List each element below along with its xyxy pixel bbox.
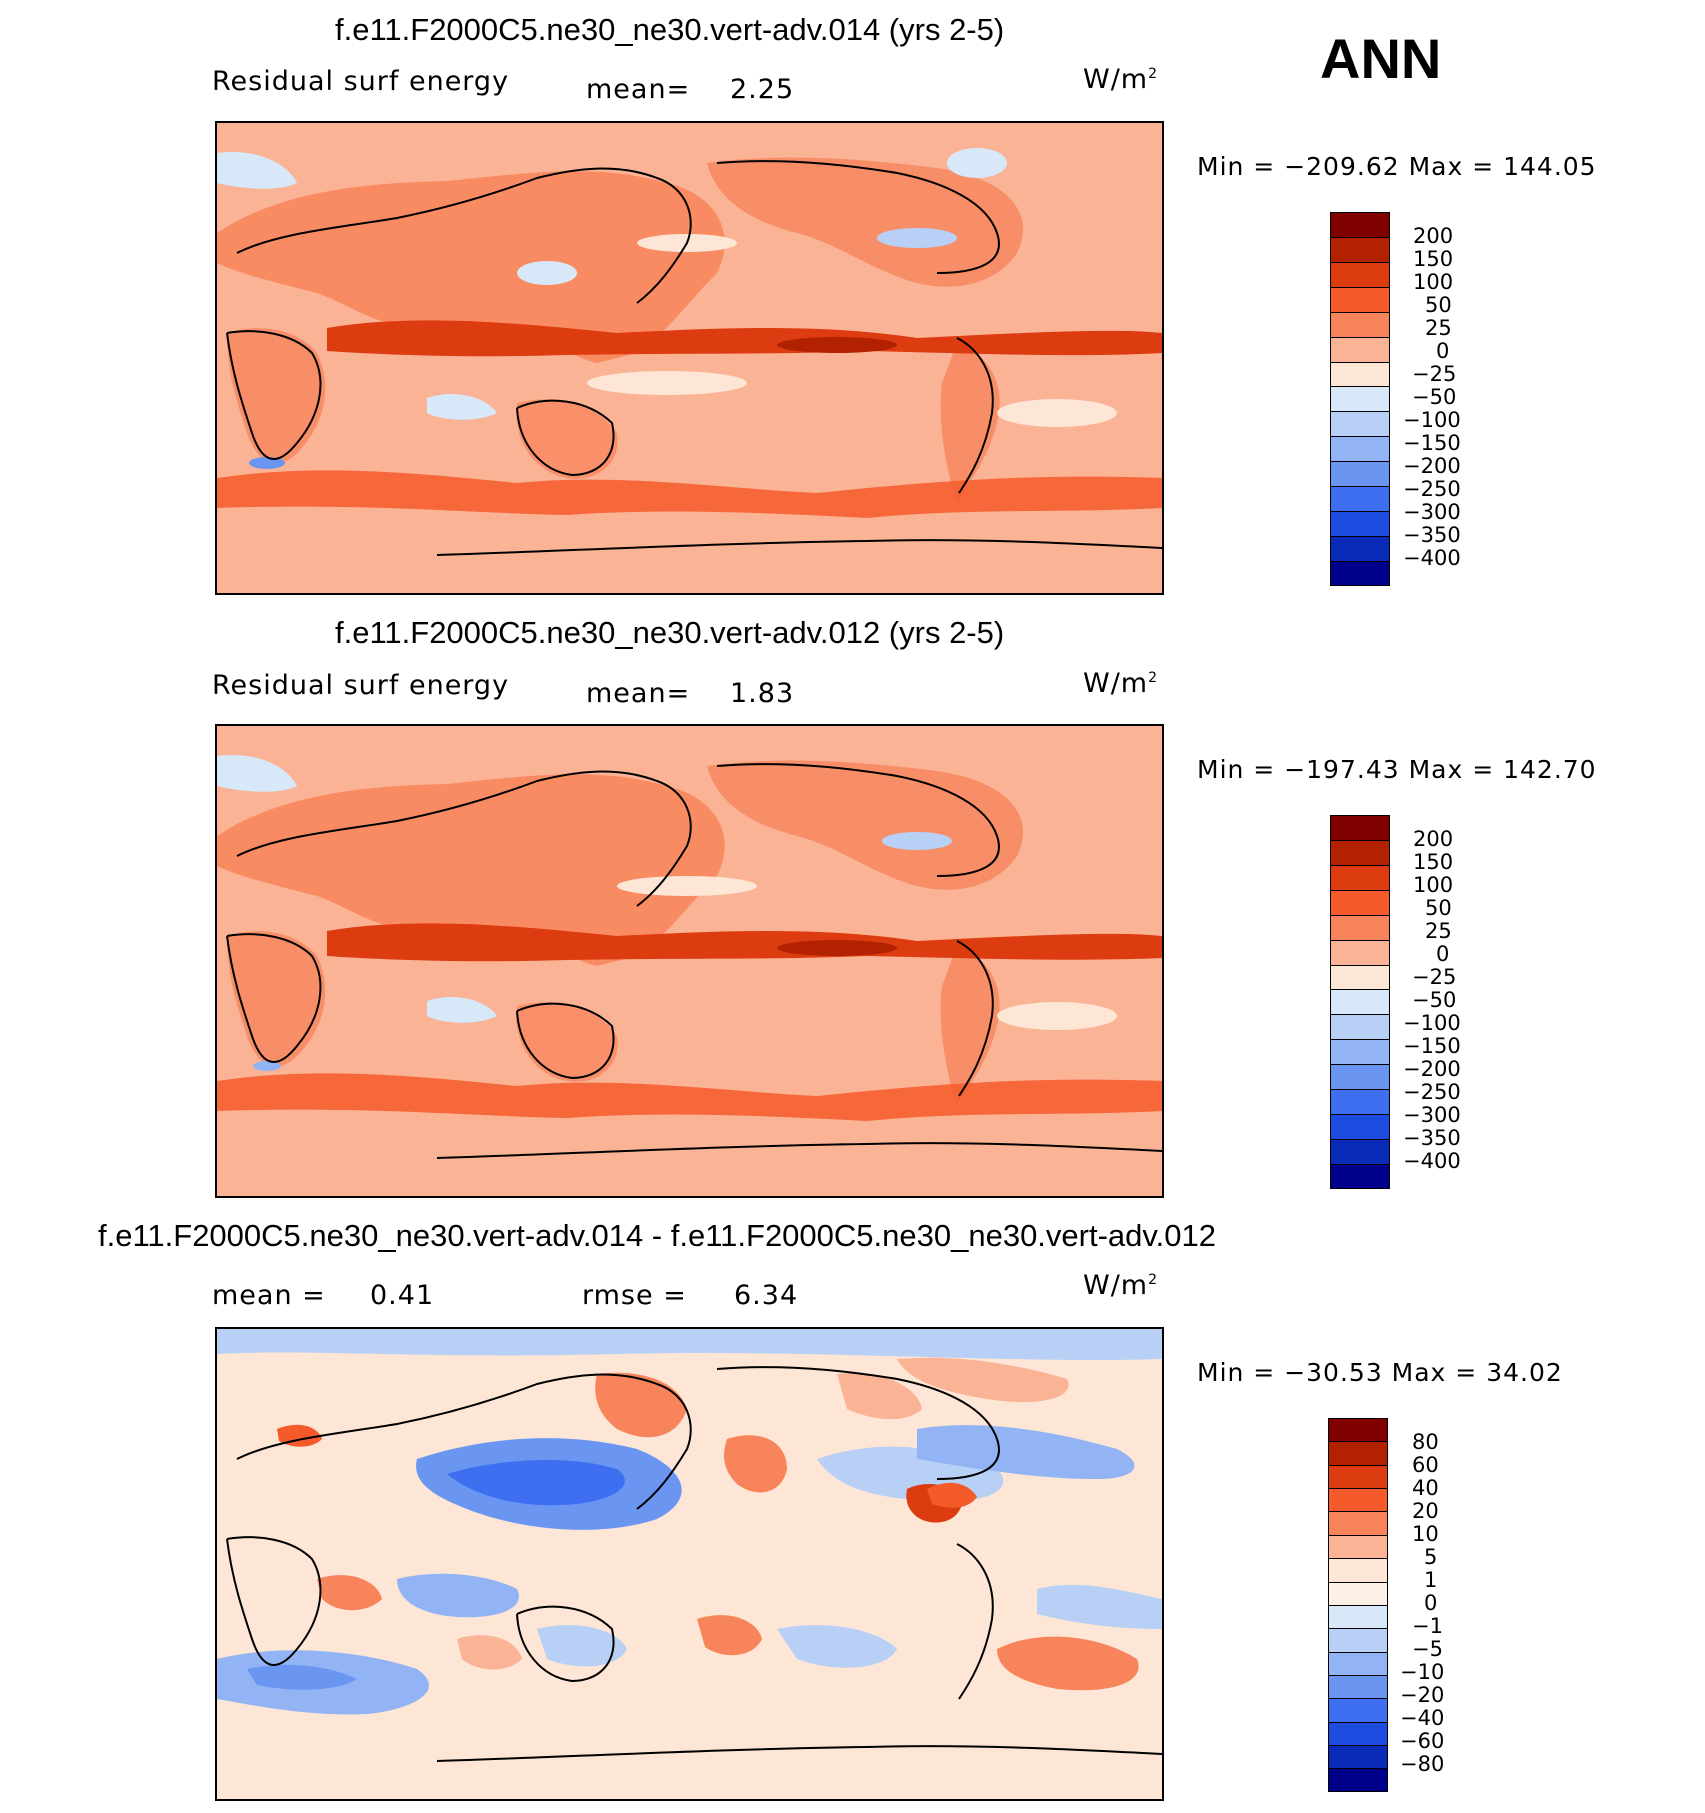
panel-2-colorbar-label: −400: [1403, 1149, 1461, 1173]
panel-1-colorbar-label: 50: [1425, 293, 1452, 317]
panel-2-colorbar-label: −150: [1403, 1034, 1461, 1058]
panel-2-colorbar-label: 50: [1425, 896, 1452, 920]
panel-1-minmax: Min = −209.62 Max = 144.05: [1197, 152, 1597, 181]
panel-1-colorbar-label: −50: [1412, 385, 1457, 409]
panel-2-colorbar-label: 25: [1425, 919, 1452, 943]
panel-1-colorbar-label: 100: [1413, 270, 1454, 294]
panel-2-title: f.e11.F2000C5.ne30_ne30.vert-adv.012 (yr…: [335, 615, 1005, 650]
panel-2-colorbar-label: −25: [1412, 965, 1457, 989]
panel-3-mean-value: 0.41: [370, 1280, 435, 1311]
panel-3-rmse-value: 6.34: [734, 1280, 799, 1311]
panel-3-rmse-label: rmse =: [582, 1280, 687, 1311]
panel-1-colorbar-swatches: [1330, 212, 1390, 586]
panel-2-mean-value: 1.83: [730, 678, 795, 709]
panel-3-units: W/m2: [1083, 1270, 1159, 1301]
panel-2-colorbar-label: −350: [1403, 1126, 1461, 1150]
panel-1-colorbar-label: 0: [1436, 339, 1450, 363]
panel-3-colorbar-label: 0: [1424, 1591, 1438, 1615]
panel-1-units: W/m2: [1083, 64, 1159, 95]
panel-1-colorbar-label: −300: [1403, 500, 1461, 524]
panel-1-colorbar-label: −350: [1403, 523, 1461, 547]
panel-1-colorbar-label: −25: [1412, 362, 1457, 386]
panel-3-map: [215, 1327, 1164, 1801]
panel-3-colorbar-label: −60: [1400, 1729, 1445, 1753]
panel-1-colorbar-label: 150: [1413, 247, 1454, 271]
panel-1-colorbar-label: −150: [1403, 431, 1461, 455]
panel-3-colorbar-label: −5: [1412, 1637, 1443, 1661]
panel-2-colorbar-label: −100: [1403, 1011, 1461, 1035]
panel-2-units: W/m2: [1083, 668, 1159, 699]
panel-3-colorbar-swatches: [1328, 1418, 1388, 1792]
panel-1-colorbar-label: 200: [1413, 224, 1454, 248]
panel-2-colorbar-label: −50: [1412, 988, 1457, 1012]
panel-3-colorbar-label: −1: [1412, 1614, 1443, 1638]
panel-3-colorbar-label: 20: [1412, 1499, 1439, 1523]
panel-3-colorbar-label: −20: [1400, 1683, 1445, 1707]
panel-3-title: f.e11.F2000C5.ne30_ne30.vert-adv.014 - f…: [98, 1218, 1216, 1253]
panel-3-colorbar-label: 40: [1412, 1476, 1439, 1500]
panel-3-mean-label: mean =: [212, 1280, 326, 1311]
panel-3-minmax: Min = −30.53 Max = 34.02: [1197, 1358, 1563, 1387]
panel-2-colorbar-label: 0: [1436, 942, 1450, 966]
season-label: ANN: [1320, 27, 1442, 90]
panel-1-colorbar-label: −200: [1403, 454, 1461, 478]
panel-1-mean-label: mean=: [586, 74, 691, 105]
panel-2-colorbar-label: −250: [1403, 1080, 1461, 1104]
panel-2-minmax: Min = −197.43 Max = 142.70: [1197, 755, 1597, 784]
panel-1-title: f.e11.F2000C5.ne30_ne30.vert-adv.014 (yr…: [335, 12, 1005, 47]
panel-2-colorbar-label: 150: [1413, 850, 1454, 874]
panel-3-colorbar-label: 5: [1424, 1545, 1438, 1569]
panel-3-colorbar-label: −40: [1400, 1706, 1445, 1730]
panel-2-colorbar-label: 100: [1413, 873, 1454, 897]
panel-2-map: [215, 724, 1164, 1198]
panel-2-colorbar-label: −300: [1403, 1103, 1461, 1127]
panel-3-colorbar-label: 1: [1424, 1568, 1438, 1592]
panel-1-colorbar-label: −250: [1403, 477, 1461, 501]
panel-3-colorbar-label: 60: [1412, 1453, 1439, 1477]
panel-1-colorbar-label: 25: [1425, 316, 1452, 340]
panel-1-colorbar-label: −100: [1403, 408, 1461, 432]
panel-2-mean-label: mean=: [586, 678, 691, 709]
panel-1-mean-value: 2.25: [730, 74, 795, 105]
panel-3-colorbar-label: −10: [1400, 1660, 1445, 1684]
panel-1-colorbar-label: −400: [1403, 546, 1461, 570]
panel-1-variable-label: Residual surf energy: [212, 66, 510, 97]
panel-2-colorbar-swatches: [1330, 815, 1390, 1189]
panel-1-map: [215, 121, 1164, 595]
panel-3-colorbar-label: 10: [1412, 1522, 1439, 1546]
panel-3-colorbar-label: 80: [1412, 1430, 1439, 1454]
panel-2-variable-label: Residual surf energy: [212, 670, 510, 701]
panel-2-colorbar-label: 200: [1413, 827, 1454, 851]
panel-3-colorbar-label: −80: [1400, 1752, 1445, 1776]
panel-2-colorbar-label: −200: [1403, 1057, 1461, 1081]
